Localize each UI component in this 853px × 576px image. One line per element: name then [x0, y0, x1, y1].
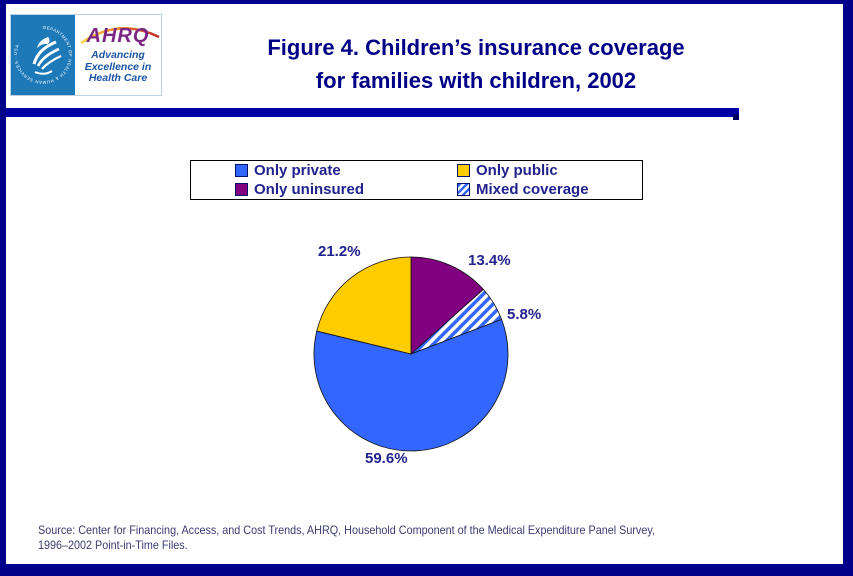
source-line2: 1996–2002 Point-in-Time Files. — [38, 538, 188, 552]
tagline-line: Excellence in — [84, 60, 152, 73]
rainbow-arc-icon — [80, 27, 160, 45]
title-underline-bar-shadow — [733, 114, 739, 120]
pie-chart — [313, 256, 509, 452]
ahrq-logo-panel: AHRQ Advancing Excellence in Health Care — [75, 15, 161, 95]
legend-swatch-only-uninsured — [235, 183, 248, 196]
pie-slice-only-uninsured — [410, 256, 484, 355]
title-underline-bar — [6, 108, 739, 117]
tagline-line: Advancing — [91, 49, 145, 61]
pie-percent-label-only-uninsured: 13.4% — [468, 252, 511, 269]
hhs-seal: DEPARTMENT OF HEALTH & HUMAN SERVICES · … — [11, 15, 75, 95]
source-note: Source: Center for Financing, Access, an… — [38, 523, 655, 553]
pie-slice-only-public — [316, 256, 412, 355]
pie-percent-label-mixed-coverage: 5.8% — [507, 306, 542, 323]
ahrq-acronym: AHRQ — [86, 25, 150, 47]
ahrq-hhs-logo: DEPARTMENT OF HEALTH & HUMAN SERVICES · … — [10, 14, 162, 96]
legend-item-only-private: Only private — [235, 161, 457, 180]
legend-swatch-mixed-coverage — [457, 183, 470, 196]
hhs-ring-text: DEPARTMENT OF HEALTH & HUMAN SERVICES · … — [13, 25, 73, 85]
legend-label: Only private — [254, 162, 341, 179]
legend-swatch-only-private — [235, 164, 248, 177]
ahrq-tagline: Advancing Excellence in Health Care — [75, 49, 161, 85]
legend-label: Only public — [476, 162, 558, 179]
legend-item-only-public: Only public — [457, 161, 642, 180]
pie-percent-label-only-public: 21.2% — [318, 243, 361, 260]
pie-percent-label-only-private: 59.6% — [365, 450, 408, 467]
svg-text:DEPARTMENT OF HEALTH & HUMAN S: DEPARTMENT OF HEALTH & HUMAN SERVICES · … — [13, 25, 73, 85]
source-line1: Source: Center for Financing, Access, an… — [38, 523, 655, 537]
legend-label: Mixed coverage — [476, 181, 589, 198]
legend-item-mixed-coverage: Mixed coverage — [457, 180, 642, 199]
pie-legend: Only private Only public Only uninsured … — [190, 160, 643, 200]
pie-slice-only-private — [313, 318, 509, 452]
hhs-eagle-icon: DEPARTMENT OF HEALTH & HUMAN SERVICES · … — [13, 25, 73, 85]
figure-title: Figure 4. Children’s insurance coverage … — [146, 31, 806, 97]
figure-title-line2: for families with children, 2002 — [315, 68, 637, 93]
legend-item-only-uninsured: Only uninsured — [235, 180, 457, 199]
tagline-line: Health Care — [88, 72, 148, 84]
legend-swatch-only-public — [457, 164, 470, 177]
figure-title-line1: Figure 4. Children’s insurance coverage — [267, 35, 685, 60]
legend-label: Only uninsured — [254, 181, 365, 198]
